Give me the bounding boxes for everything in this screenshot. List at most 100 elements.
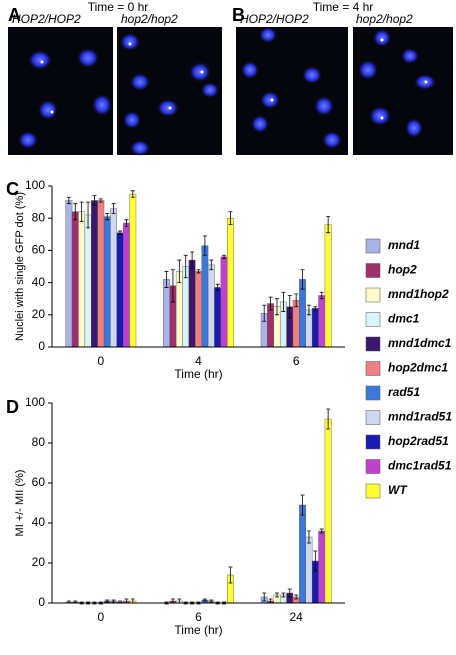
legend-label: mnd1hop2 bbox=[388, 287, 449, 301]
error-bar bbox=[215, 283, 220, 292]
panel-letter: A bbox=[8, 5, 21, 25]
error-bar bbox=[111, 599, 116, 603]
error-bar bbox=[313, 306, 318, 311]
image-label: hop2/hop2 bbox=[121, 12, 178, 26]
error-bar bbox=[319, 291, 324, 300]
error-bar bbox=[274, 298, 279, 316]
bar bbox=[78, 211, 86, 348]
error-bar bbox=[124, 219, 129, 227]
bar bbox=[116, 232, 124, 348]
error-bar bbox=[190, 251, 195, 269]
x-tick-label: 0 bbox=[97, 610, 104, 624]
legend-label: mnd1dmc1 bbox=[388, 336, 452, 350]
image-label: HOP2/HOP2 bbox=[12, 12, 81, 26]
bar bbox=[163, 279, 170, 348]
legend-swatch bbox=[365, 238, 381, 254]
bar bbox=[123, 222, 130, 348]
error-bar bbox=[66, 196, 71, 205]
bar bbox=[220, 256, 228, 348]
error-bar bbox=[105, 599, 110, 603]
error-bar bbox=[86, 201, 91, 229]
y-axis-title: Nuclei with single GFP dot (%) bbox=[14, 192, 26, 341]
error-bar bbox=[130, 190, 135, 198]
panel-letter: D bbox=[6, 397, 19, 417]
bar bbox=[129, 193, 137, 348]
error-bar bbox=[202, 235, 207, 256]
legend-swatch bbox=[365, 385, 381, 401]
error-bar bbox=[177, 259, 182, 283]
y-axis-title: MI +/- MII (%) bbox=[14, 470, 26, 537]
error-bar bbox=[326, 216, 331, 234]
legend-label: WT bbox=[388, 483, 408, 497]
y-tick-label: 100 bbox=[25, 395, 45, 409]
bar bbox=[324, 224, 332, 348]
bar bbox=[207, 264, 215, 348]
error-bar bbox=[313, 550, 318, 572]
error-bar bbox=[170, 269, 175, 303]
error-bar bbox=[274, 592, 279, 598]
bar bbox=[227, 217, 234, 348]
bar bbox=[84, 214, 92, 348]
legend-swatch bbox=[365, 312, 381, 327]
legend-swatch bbox=[365, 287, 381, 303]
error-bar bbox=[209, 599, 214, 603]
error-bar bbox=[92, 195, 97, 206]
y-tick-label: 0 bbox=[38, 339, 45, 353]
bar bbox=[305, 536, 313, 604]
error-bar bbox=[262, 592, 267, 602]
x-tick-label: 6 bbox=[293, 354, 300, 368]
bar bbox=[311, 308, 319, 348]
bar bbox=[103, 216, 111, 348]
x-tick-label: 0 bbox=[97, 354, 104, 368]
legend-label: hop2rad51 bbox=[388, 434, 449, 448]
legend-swatch bbox=[365, 263, 381, 278]
error-bar bbox=[262, 304, 267, 322]
error-bar bbox=[326, 408, 331, 430]
error-bar bbox=[228, 566, 233, 584]
x-tick-label: 4 bbox=[195, 354, 202, 368]
error-bar bbox=[281, 291, 286, 312]
y-tick-label: 60 bbox=[32, 243, 46, 257]
y-tick-label: 100 bbox=[25, 178, 45, 192]
legend-swatch bbox=[365, 434, 381, 450]
bar bbox=[195, 271, 202, 348]
panel-letter: B bbox=[232, 5, 245, 25]
error-bar bbox=[183, 254, 188, 279]
error-bar bbox=[281, 592, 286, 598]
bar bbox=[318, 295, 326, 348]
panel-title: Time = 4 hr bbox=[313, 0, 374, 14]
error-bar bbox=[98, 198, 103, 203]
legend-label: mnd1rad51 bbox=[388, 410, 452, 424]
bar bbox=[97, 200, 105, 348]
error-bar bbox=[73, 203, 78, 221]
legend-label: hop2dmc1 bbox=[388, 361, 448, 375]
bar bbox=[299, 279, 306, 348]
error-bar bbox=[287, 588, 292, 598]
x-tick-label: 6 bbox=[195, 610, 202, 624]
image-label: HOP2/HOP2 bbox=[240, 12, 309, 26]
y-tick-label: 20 bbox=[32, 555, 46, 569]
legend-swatch bbox=[365, 410, 381, 425]
error-bar bbox=[79, 201, 84, 222]
bar bbox=[91, 200, 98, 348]
bar bbox=[324, 418, 332, 604]
bar bbox=[182, 266, 190, 348]
error-bar bbox=[306, 530, 311, 544]
y-tick-label: 80 bbox=[32, 210, 46, 224]
error-bar bbox=[105, 212, 110, 221]
bar bbox=[305, 309, 313, 348]
y-tick-label: 40 bbox=[32, 515, 46, 529]
bar bbox=[318, 530, 326, 604]
legend-label: mnd1 bbox=[388, 238, 420, 252]
legend-label: rad51 bbox=[388, 385, 420, 399]
error-bar bbox=[300, 269, 305, 290]
bar bbox=[292, 300, 300, 348]
legend-swatch bbox=[365, 361, 381, 376]
error-bar bbox=[306, 304, 311, 316]
error-bar bbox=[118, 230, 123, 235]
bar bbox=[201, 245, 209, 348]
error-bar bbox=[300, 494, 305, 516]
error-bar bbox=[196, 269, 201, 274]
bar bbox=[299, 504, 306, 604]
